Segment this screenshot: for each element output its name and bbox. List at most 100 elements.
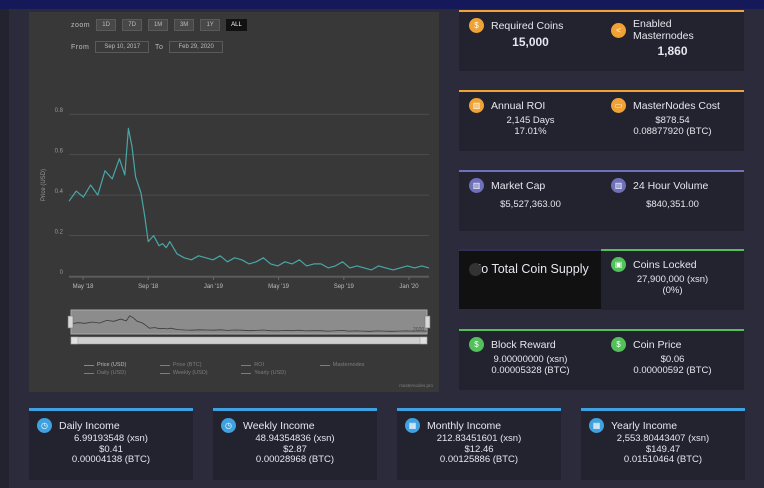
coins-locked-percent: (0%) [662,284,683,296]
monthly-income-title: Monthly Income [427,419,502,432]
market-cap-title: Market Cap [491,179,546,192]
legend-item[interactable]: Weekly (USD) [159,370,227,376]
money-icon: ▭ [611,98,626,113]
masternodes-cost-values: $878.54 0.08877920 (BTC) [611,115,734,137]
annual-roi-title: Annual ROI [491,99,546,112]
coin-price-card: $ Coin Price $0.06 0.00000592 (BTC) [601,329,744,390]
legend-label: Price (USD) [97,362,127,368]
navigator-window [70,309,428,335]
scroll-left-button [70,336,79,345]
enabled-masternodes-value: 1,860 [657,44,688,58]
calendar-icon: ▦ [589,418,604,433]
coin-price-values: $0.06 0.00000592 (BTC) [611,354,734,376]
y-tick-label: 0.6 [55,149,64,155]
masternodes-cost-btc: 0.08877920 (BTC) [633,125,712,137]
zoom-controls: zoom 1D 7D 1M 3M 1Y ALL [71,18,247,32]
zoom-3m-button[interactable]: 3M [174,19,195,31]
legend-item[interactable]: Daily (USD) [84,370,146,376]
clock-icon: ◷ [221,418,236,433]
block-reward-xsn: 9.00000000 (xsn) [493,354,568,365]
yearly-income-usd: $149.47 [645,443,681,455]
legend-swatch [159,364,170,366]
zoom-all-button[interactable]: ALL [226,19,247,31]
price-chart-panel: zoom 1D 7D 1M 3M 1Y ALL From Sep 10, 201… [29,12,439,392]
legend-item[interactable]: ROI [241,362,305,368]
zoom-7d-button[interactable]: 7D [122,19,143,31]
y-axis-title: Price (USD) [41,169,47,201]
share-icon: < [611,22,626,38]
y-tick-label: 0.8 [55,108,64,114]
legend-swatch [84,372,94,374]
weekly-income-values: 48.94354836 (xsn) $2.87 0.00028968 (BTC) [221,433,369,466]
coins-locked-card: ▣ Coins Locked 27,900,000 (xsn) (0%) [601,249,744,310]
volume-24h-card: ▥ 24 Hour Volume $840,351.00 [601,170,744,231]
legend-swatch [84,364,94,366]
from-date-input[interactable]: Sep 10, 2017 [95,41,150,53]
daily-income-btc: 0.00004138 (BTC) [71,454,151,465]
legend-label: Yearly (USD) [254,370,287,376]
zoom-1m-button[interactable]: 1M [148,19,169,31]
monthly-income-xsn: 212.83451601 (xsn) [436,433,522,444]
volume-24h-title: 24 Hour Volume [633,179,709,192]
masternodes-cost-card: ▭ MasterNodes Cost $878.54 0.08877920 (B… [601,90,744,151]
date-range: From Sep 10, 2017 To Feb 29, 2020 [71,40,223,54]
zoom-label: zoom [71,21,91,29]
monthly-income-btc: 0.00125886 (BTC) [439,454,519,465]
block-reward-title: Block Reward [491,338,556,351]
daily-income-usd: $0.41 [99,443,123,455]
block-reward-btc: 0.00005328 (BTC) [491,364,570,376]
clock-icon: ◷ [37,418,52,433]
zoom-1y-button[interactable]: 1Y [200,19,221,31]
yearly-income-xsn: 2,553.80443407 (xsn) [616,433,710,444]
legend-label: Masternodes [332,362,365,368]
y-tick-label: 0.4 [55,189,64,195]
monthly-income-values: 212.83451601 (xsn) $12.46 0.00125886 (BT… [405,433,553,466]
to-date-input[interactable]: Feb 29, 2020 [169,41,223,53]
weekly-income-title: Weekly Income [243,419,315,432]
yearly-income-title: Yearly Income [611,419,678,432]
x-tick-label: Sep '18 [138,284,159,290]
coin-price-btc: 0.00000592 (BTC) [633,364,712,376]
annual-roi-days: 2,145 Days [506,115,555,126]
zoom-1d-button[interactable]: 1D [96,19,117,31]
y-tick-label: 0.2 [55,230,64,236]
coin-icon: $ [469,18,484,33]
bar-chart-icon: ▥ [469,98,484,113]
legend-swatch [241,364,252,366]
weekly-income-btc: 0.00028968 (BTC) [255,454,335,465]
bar-chart-icon: ▥ [611,178,626,193]
navigator-scrollbar [70,336,428,345]
legend-item[interactable]: Price (BTC) [159,362,227,368]
top-strip [0,0,764,9]
coin-price-usd: $0.06 [660,354,685,365]
x-tick-label: Sep '19 [334,284,355,290]
navigator-series-line [70,315,428,332]
dollar-icon: $ [469,337,484,352]
x-tick-label: May '19 [268,284,289,290]
price-chart-svg: 0 0.2 0.4 0.6 0.8 Price (USD) May '18 Sep '18 Ja… [41,108,431,345]
price-series-line [68,127,430,271]
legend-swatch [241,372,252,374]
weekly-income-card: ◷ Weekly Income 48.94354836 (xsn) $2.87 … [213,408,377,480]
masternodes-cost-title: MasterNodes Cost [633,99,720,112]
weekly-income-xsn: 48.94354836 (xsn) [255,433,335,444]
total-supply-card: No Total Coin Supply [459,249,602,309]
supply-icon [469,263,482,276]
annual-roi-card: ▥ Annual ROI 2,145 Days 17.01% [459,90,602,151]
calendar-icon: ▦ [405,418,420,433]
required-coins-title: Required Coins [491,19,564,32]
daily-income-title: Daily Income [59,419,120,432]
annual-roi-percent: 17.01% [514,125,547,137]
scroll-right-button [419,336,428,345]
legend-item[interactable]: Masternodes [319,362,384,368]
navigator-right-handle [424,315,431,329]
coins-locked-amount: 27,900,000 (xsn) [636,274,709,285]
bar-chart-icon: ▥ [469,178,484,193]
from-label: From [71,43,90,51]
x-tick-label: Jan '19 [204,284,224,290]
required-coins-value: 15,000 [512,35,549,49]
daily-income-xsn: 6.99193548 (xsn) [74,433,148,444]
market-cap-card: ▥ Market Cap $5,527,363.00 [459,170,602,231]
legend-item[interactable]: Price (USD) [84,362,146,368]
legend-item[interactable]: Yearly (USD) [241,370,305,376]
